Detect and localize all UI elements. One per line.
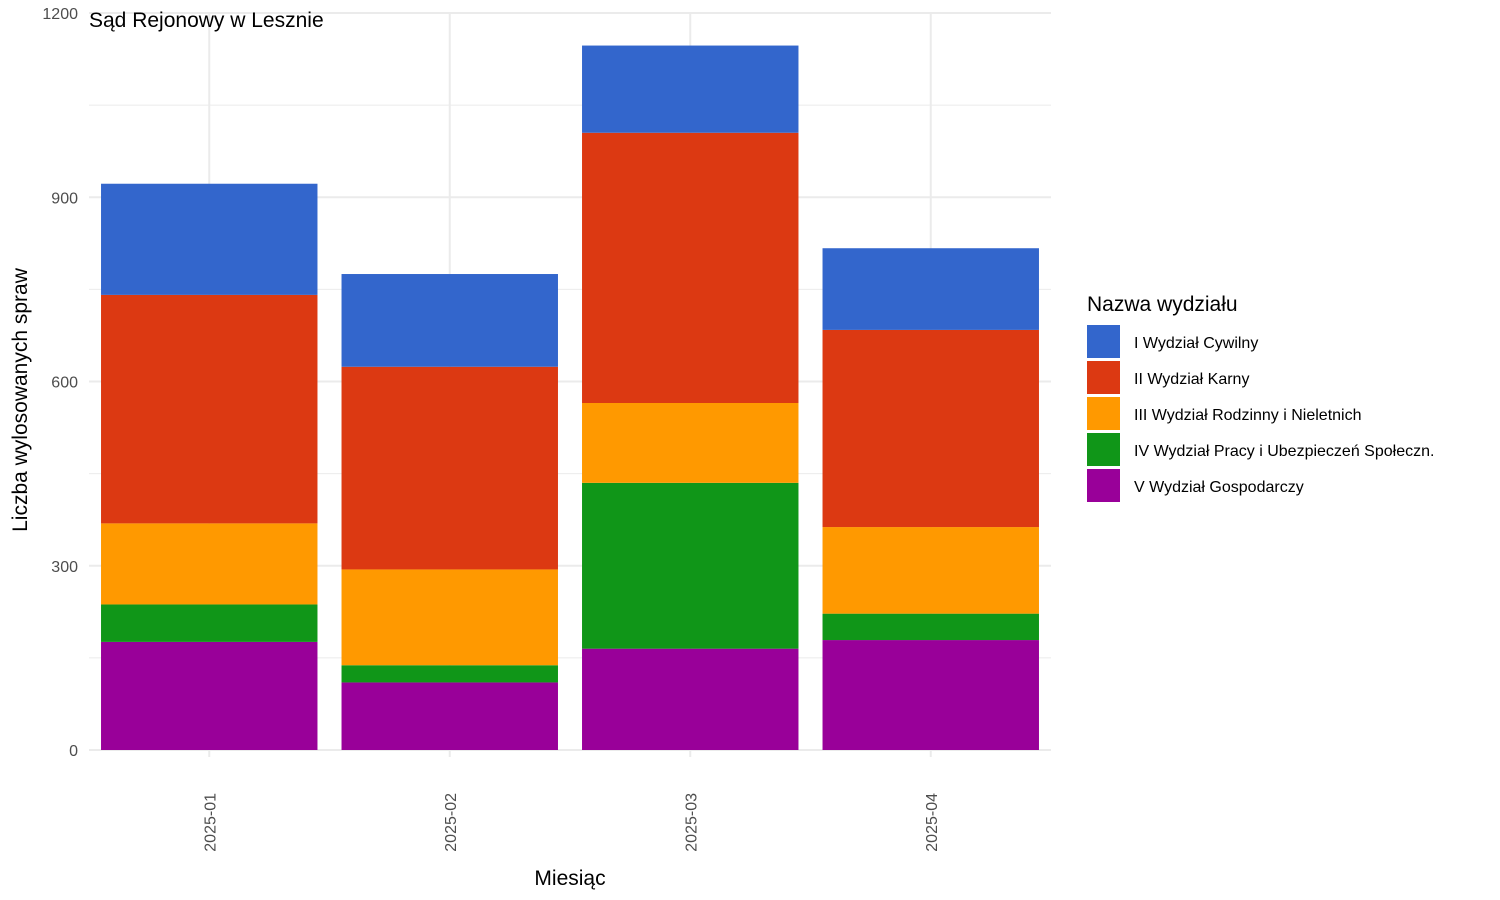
chart-title: Sąd Rejonowy w Lesznie [89,9,324,32]
bar-segment: II Wydział Karny 2025-03: 440 [582,132,799,403]
bar-segment: V Wydział Gospodarczy 2025-02: 110 [341,682,558,750]
bar-segment: I Wydział Cywilny 2025-04: 133 [822,248,1039,330]
legend-label: II Wydział Karny [1134,371,1249,388]
y-tick-label: 0 [69,743,78,760]
legend-swatch [1087,397,1120,430]
legend-swatch [1087,433,1120,466]
bar-segment: III Wydział Rodzinny i Nieletnich 2025-0… [341,569,558,666]
bar-segment: I Wydział Cywilny 2025-02: 151 [341,274,558,367]
legend-title: Nazwa wydziału [1087,293,1238,316]
bar-segment: I Wydział Cywilny 2025-03: 142 [582,45,799,133]
x-tick-label: 2025-04 [924,793,941,852]
bars: V Wydział Gospodarczy 2025-01: 176IV Wyd… [101,45,1039,750]
x-tick-label: 2025-01 [202,793,219,852]
bar-segment: IV Wydział Pracy i Ubezpieczeń Społeczn.… [822,613,1039,641]
y-tick-label: 900 [51,190,78,207]
legend-label: IV Wydział Pracy i Ubezpieczeń Społeczn. [1134,443,1434,460]
legend-swatch [1087,325,1120,358]
y-tick-label: 600 [51,375,78,392]
bar-segment: III Wydział Rodzinny i Nieletnich 2025-0… [101,523,318,605]
bar-segment: II Wydział Karny 2025-04: 321 [822,329,1039,528]
bar-segment: III Wydział Rodzinny i Nieletnich 2025-0… [822,527,1039,614]
bar-segment: V Wydział Gospodarczy 2025-04: 179 [822,640,1039,750]
bar-segment: II Wydział Karny 2025-01: 372 [101,294,318,524]
bar-segment: IV Wydział Pracy i Ubezpieczeń Społeczn.… [101,604,318,642]
x-tick-label: 2025-02 [443,793,460,852]
bar-segment: IV Wydział Pracy i Ubezpieczeń Społeczn.… [341,665,558,683]
bar-segment: III Wydział Rodzinny i Nieletnich 2025-0… [582,402,799,483]
y-tick-label: 1200 [42,6,78,23]
legend-label: V Wydział Gospodarczy [1134,479,1304,496]
x-axis-title: Miesiąc [534,867,605,890]
legend-label: III Wydział Rodzinny i Nieletnich [1134,407,1362,424]
legend-swatch [1087,361,1120,394]
y-tick-label: 300 [51,559,78,576]
x-tick-label: 2025-03 [683,793,700,852]
y-axis-ticks: 0 300 600 900 1200 [42,6,78,760]
bar-segment: IV Wydział Pracy i Ubezpieczeń Społeczn.… [582,482,799,649]
bar-segment: I Wydział Cywilny 2025-01: 181 [101,183,318,295]
legend: Nazwa wydziału I Wydział Cywilny II Wydzi… [1087,293,1434,502]
legend-swatch [1087,469,1120,502]
x-axis-ticks: 2025-01 2025-02 2025-03 2025-04 [202,751,941,852]
y-axis-title: Liczba wylosowanych spraw [9,267,32,532]
bar-segment: V Wydział Gospodarczy 2025-03: 165 [582,648,799,750]
bar-segment: V Wydział Gospodarczy 2025-01: 176 [101,641,318,750]
legend-label: I Wydział Cywilny [1134,335,1258,352]
bar-segment: II Wydział Karny 2025-02: 330 [341,366,558,570]
